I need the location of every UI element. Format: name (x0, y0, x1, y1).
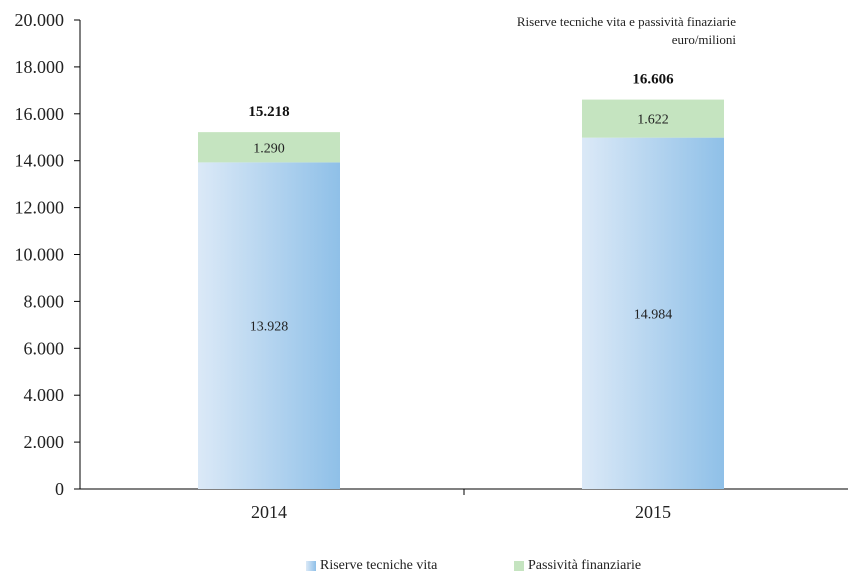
legend-item-passivita: Passività finanziarie (514, 558, 641, 574)
y-tick-label: 6.000 (24, 338, 65, 358)
legend-swatch-passivita (514, 561, 524, 571)
bar-passivita-2014 (198, 132, 340, 163)
bar-riserve-2014 (198, 162, 340, 489)
chart-annotation-unit: euro/milioni (671, 32, 736, 47)
chart-annotation-title: Riserve tecniche vita e passività finazi… (516, 14, 736, 29)
legend-label-riserve: Riserve tecniche vita (320, 558, 438, 573)
x-tick-label-2015: 2015 (635, 502, 671, 522)
bar-passivita-2015 (582, 99, 724, 138)
legend-swatch-riserve (306, 561, 316, 571)
bar-riserve-2015 (582, 137, 724, 490)
y-tick-label: 18.000 (15, 57, 65, 77)
data-label-passivita-2014: 1.290 (253, 141, 285, 156)
total-label-2015: 16.606 (632, 72, 674, 88)
y-tick-label: 4.000 (24, 385, 65, 405)
y-tick-label: 8.000 (24, 291, 65, 311)
data-label-riserve-2014: 13.928 (250, 320, 289, 335)
y-tick-label: 10.000 (15, 245, 65, 265)
y-tick-label: 0 (55, 479, 64, 499)
x-tick-label-2014: 2014 (251, 502, 287, 522)
y-tick-label: 16.000 (15, 104, 65, 124)
y-tick-label: 12.000 (15, 198, 65, 218)
legend-item-riserve: Riserve tecniche vita (306, 558, 437, 574)
y-tick-label: 14.000 (15, 151, 65, 171)
legend-label-passivita: Passività finanziarie (528, 558, 642, 573)
data-label-riserve-2015: 14.984 (634, 307, 673, 322)
data-label-passivita-2015: 1.622 (637, 113, 669, 128)
y-tick-label: 2.000 (24, 432, 65, 452)
total-label-2014: 15.218 (248, 104, 289, 120)
y-tick-label: 20.000 (15, 10, 65, 30)
